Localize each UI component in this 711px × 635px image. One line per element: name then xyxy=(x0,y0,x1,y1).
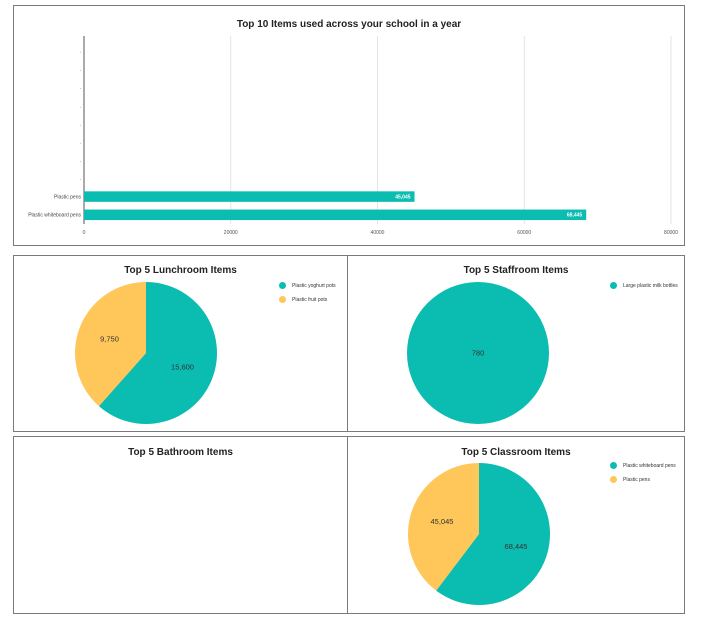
bathroom-chart-panel: Top 5 Bathroom Items xyxy=(13,436,348,614)
legend-swatch xyxy=(610,462,617,469)
staffroom-chart-title: Top 5 Staffroom Items xyxy=(463,265,569,276)
legend-label: Plastic yoghurt pots xyxy=(292,282,336,289)
y-tick-label-plastic-whiteboard-pens: Plastic whiteboard pens xyxy=(28,213,81,219)
legend-item-plastic-fruit-pots: Plastic fruit pots xyxy=(279,296,336,303)
x-tick-label: 40000 xyxy=(371,230,385,236)
lunchroom-pie-chart: 15,600 9,750 xyxy=(75,282,218,424)
legend-label: Plastic whiteboard pens xyxy=(623,462,676,469)
bar-value-label: 45,045 xyxy=(395,194,411,200)
pie-slice-plastic-whiteboard-pens xyxy=(436,463,550,605)
legend-swatch xyxy=(279,282,286,289)
x-tick-label: 20000 xyxy=(224,230,238,236)
bar-plastic-pens xyxy=(84,191,415,202)
pie-value-label: 15,600 xyxy=(171,362,194,371)
y-tick-label-blank: . xyxy=(80,67,81,73)
pie-value-label: 68,445 xyxy=(505,542,528,551)
lunchroom-chart-title: Top 5 Lunchroom Items xyxy=(124,265,237,276)
pie-slice-plastic-fruit-pots xyxy=(75,282,146,407)
lunchroom-chart-panel: Top 5 Lunchroom Items 15,600 9,750 Plasti… xyxy=(13,255,348,432)
classroom-chart-panel: Top 5 Classroom Items 68,445 45,045 Plast… xyxy=(347,436,685,614)
bar-chart: 0 20000 40000 60000 80000........ Plastic pen… xyxy=(28,36,678,236)
staffroom-pie-chart: 780 xyxy=(407,282,549,424)
y-tick-label-blank: . xyxy=(80,122,81,128)
y-tick-label-blank: . xyxy=(80,49,81,55)
y-tick-label-blank: . xyxy=(80,85,81,91)
top-items-chart-panel: Top 10 Items used across your school in … xyxy=(13,5,685,246)
lunchroom-legend: Plastic yoghurt pots Plastic fruit pots xyxy=(279,282,336,310)
y-tick-label-blank: . xyxy=(80,103,81,109)
legend-swatch xyxy=(610,476,617,483)
classroom-pie-chart: 68,445 45,045 xyxy=(408,463,550,605)
y-tick-label-blank: . xyxy=(80,158,81,164)
legend-label: Plastic pens xyxy=(623,476,650,483)
pie-slice-large-plastic-milk-bottles xyxy=(407,282,549,424)
legend-item-plastic-whiteboard-pens: Plastic whiteboard pens xyxy=(610,462,676,469)
x-tick-label: 80000 xyxy=(664,230,678,236)
x-tick-label: 60000 xyxy=(517,230,531,236)
legend-item-plastic-yoghurt-pots: Plastic yoghurt pots xyxy=(279,282,336,289)
bar-chart-title: Top 10 Items used across your school in … xyxy=(236,19,462,30)
y-tick-label-blank: . xyxy=(80,140,81,146)
x-tick-label: 0 xyxy=(83,230,86,236)
pie-slice-plastic-yoghurt-pots xyxy=(98,282,218,424)
legend-item-plastic-pens: Plastic pens xyxy=(610,476,676,483)
classroom-legend: Plastic whiteboard pens Plastic pens xyxy=(610,462,676,490)
legend-label: Plastic fruit pots xyxy=(292,296,328,303)
legend-label: Large plastic milk bottles xyxy=(623,282,678,289)
legend-swatch xyxy=(279,296,286,303)
pie-value-label: 780 xyxy=(472,349,485,358)
y-tick-label-plastic-pens: Plastic pens xyxy=(54,194,81,200)
staffroom-chart-panel: Top 5 Staffroom Items 780 Large plastic … xyxy=(347,255,685,432)
bathroom-pie-chart xyxy=(14,437,349,615)
classroom-chart-title: Top 5 Classroom Items xyxy=(461,447,571,458)
bar-value-label: 68,445 xyxy=(567,213,583,219)
bar-plastic-whiteboard-pens xyxy=(84,209,587,221)
pie-value-label: 45,045 xyxy=(431,517,454,526)
legend-swatch xyxy=(610,282,617,289)
y-tick-label-blank: . xyxy=(80,176,81,182)
legend-item-large-plastic-milk-bottles: Large plastic milk bottles xyxy=(610,282,678,289)
bathroom-chart-title: Top 5 Bathroom Items xyxy=(128,447,233,458)
staffroom-legend: Large plastic milk bottles xyxy=(610,282,678,296)
pie-slice-plastic-pens xyxy=(408,463,479,591)
pie-value-label: 9,750 xyxy=(100,335,119,344)
